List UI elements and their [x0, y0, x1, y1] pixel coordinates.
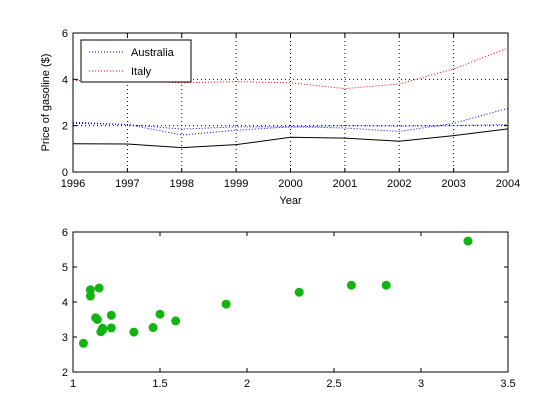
scatter-chart-ticks: 1 1.5 2 2.5 3 3.5 2 3 4 5 6 [62, 227, 516, 390]
y-tick-label: 0 [62, 167, 68, 179]
x-tick-label: 1998 [170, 178, 194, 190]
scatter-point [346, 280, 356, 290]
y-tick-label: 3 [62, 332, 68, 344]
scatter-point [129, 327, 139, 337]
x-tick-label: 1999 [224, 178, 248, 190]
x-tick-label: 2000 [278, 178, 302, 190]
x-tick-label: 3.5 [500, 378, 515, 390]
scatter-point [171, 316, 181, 326]
scatter-point [85, 291, 95, 301]
x-tick-label: 2001 [333, 178, 357, 190]
x-axis-label: Year [279, 195, 302, 207]
scatter-point [148, 323, 158, 333]
scatter-point [155, 309, 165, 319]
x-tick-label: 2004 [496, 178, 520, 190]
legend-label-australia: Australia [131, 47, 175, 59]
scatter-point [94, 283, 104, 293]
y-tick-label: 4 [62, 74, 68, 86]
scatter-point [85, 285, 95, 295]
scatter-chart-axes-frame [72, 231, 509, 373]
y-tick-label: 2 [62, 367, 68, 379]
y-tick-label: 2 [62, 121, 68, 133]
scatter-point [294, 287, 304, 297]
x-tick-label: 2002 [387, 178, 411, 190]
x-tick-label: 3 [418, 378, 424, 390]
scatter-point [221, 299, 231, 309]
y-tick-label: 4 [62, 297, 68, 309]
y-tick-label: 6 [62, 28, 68, 40]
scatter-point [106, 323, 116, 333]
series-line-unlabeled-3 [72, 121, 509, 130]
legend-box [80, 39, 192, 83]
y-tick-label: 6 [62, 227, 68, 239]
x-tick-label: 1996 [61, 178, 85, 190]
x-tick-label: 2 [244, 378, 250, 390]
line-chart-panel: 1996 1997 1998 1999 2000 2001 2002 2003 2004 0 2 4 6… [40, 28, 520, 207]
line-chart-ticks: 1996 1997 1998 1999 2000 2001 2002 2003 2004 0 2 4 6 [61, 28, 520, 190]
x-tick-label: 1997 [115, 178, 139, 190]
scatter-point [106, 310, 116, 320]
line-chart-legend: Australia Italy [80, 39, 192, 83]
x-tick-label: 1 [70, 378, 76, 390]
y-axis-label: Price of gasoline ($) [40, 54, 52, 152]
scatter-chart-points [78, 236, 473, 348]
scatter-point [463, 236, 473, 246]
scatter-chart-panel: 1 1.5 2 2.5 3 3.5 2 3 4 5 6 [62, 227, 516, 390]
scatter-point [381, 280, 391, 290]
x-tick-label: 1.5 [152, 378, 167, 390]
series-line-unlabeled-2 [72, 128, 509, 149]
x-tick-label: 2.5 [326, 378, 341, 390]
series-line-australia [72, 107, 509, 136]
scatter-point [92, 315, 102, 324]
legend-label-italy: Italy [131, 66, 152, 78]
scatter-point [98, 325, 108, 335]
scatter-point [78, 338, 88, 348]
y-tick-label: 5 [62, 262, 68, 274]
x-tick-label: 2003 [441, 178, 465, 190]
